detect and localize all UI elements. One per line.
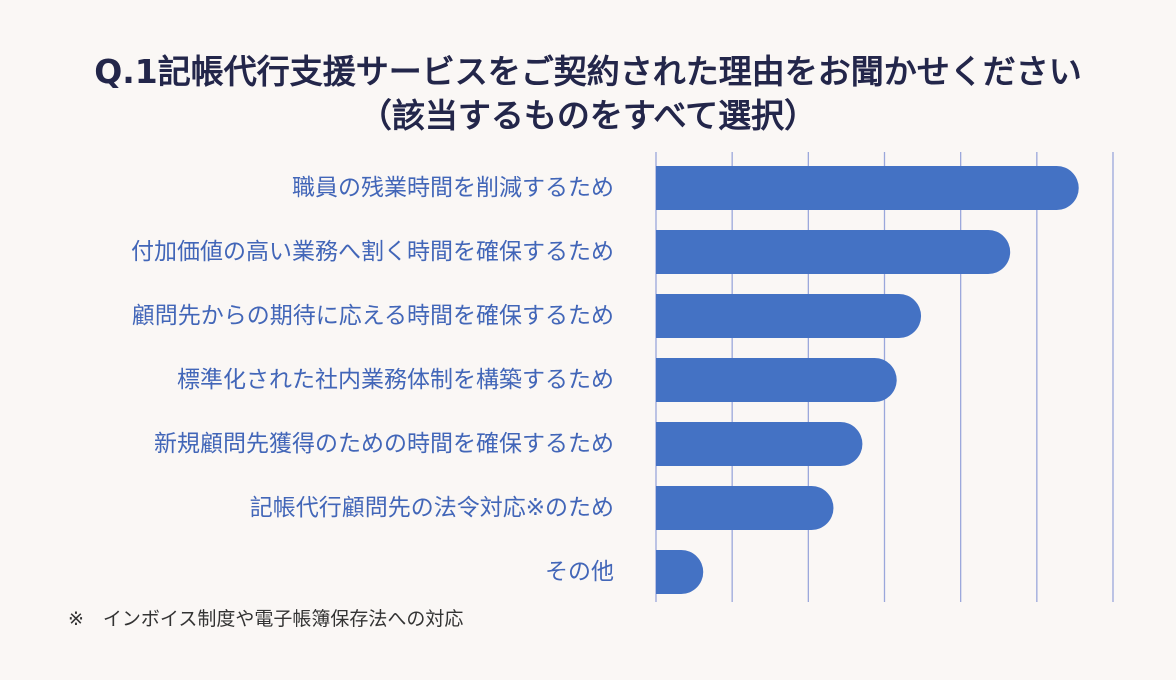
bar [656,358,897,402]
bar [656,294,922,338]
category-label: 新規顧問先獲得のための時間を確保するため [154,431,614,457]
chart-title: Q.1記帳代行支援サービスをご契約された理由をお聞かせください （該当するものを… [0,50,1176,138]
bar [656,550,704,594]
category-label: 顧問先からの期待に応える時間を確保するため [132,303,614,329]
category-label: 記帳代行顧問先の法令対応※のため [250,495,614,521]
chart-title-line1: Q.1記帳代行支援サービスをご契約された理由をお聞かせください [94,52,1082,91]
category-label: その他 [545,559,614,585]
category-label: 付加価値の高い業務へ割く時間を確保するため [131,239,614,265]
category-labels: 職員の残業時間を削減するため付加価値の高い業務へ割く時間を確保するため顧問先から… [131,175,614,585]
chart-title-line2: （該当するものをすべて選択） [358,96,818,135]
footnote: ※ インボイス制度や電子帳簿保存法への対応 [68,608,464,630]
bar [656,166,1079,210]
category-label: 標準化された社内業務体制を構築するため [177,367,614,393]
bar [656,486,834,530]
category-label: 職員の残業時間を削減するため [292,175,614,201]
bar [656,422,863,466]
bars [656,166,1079,594]
bar [656,230,1011,274]
